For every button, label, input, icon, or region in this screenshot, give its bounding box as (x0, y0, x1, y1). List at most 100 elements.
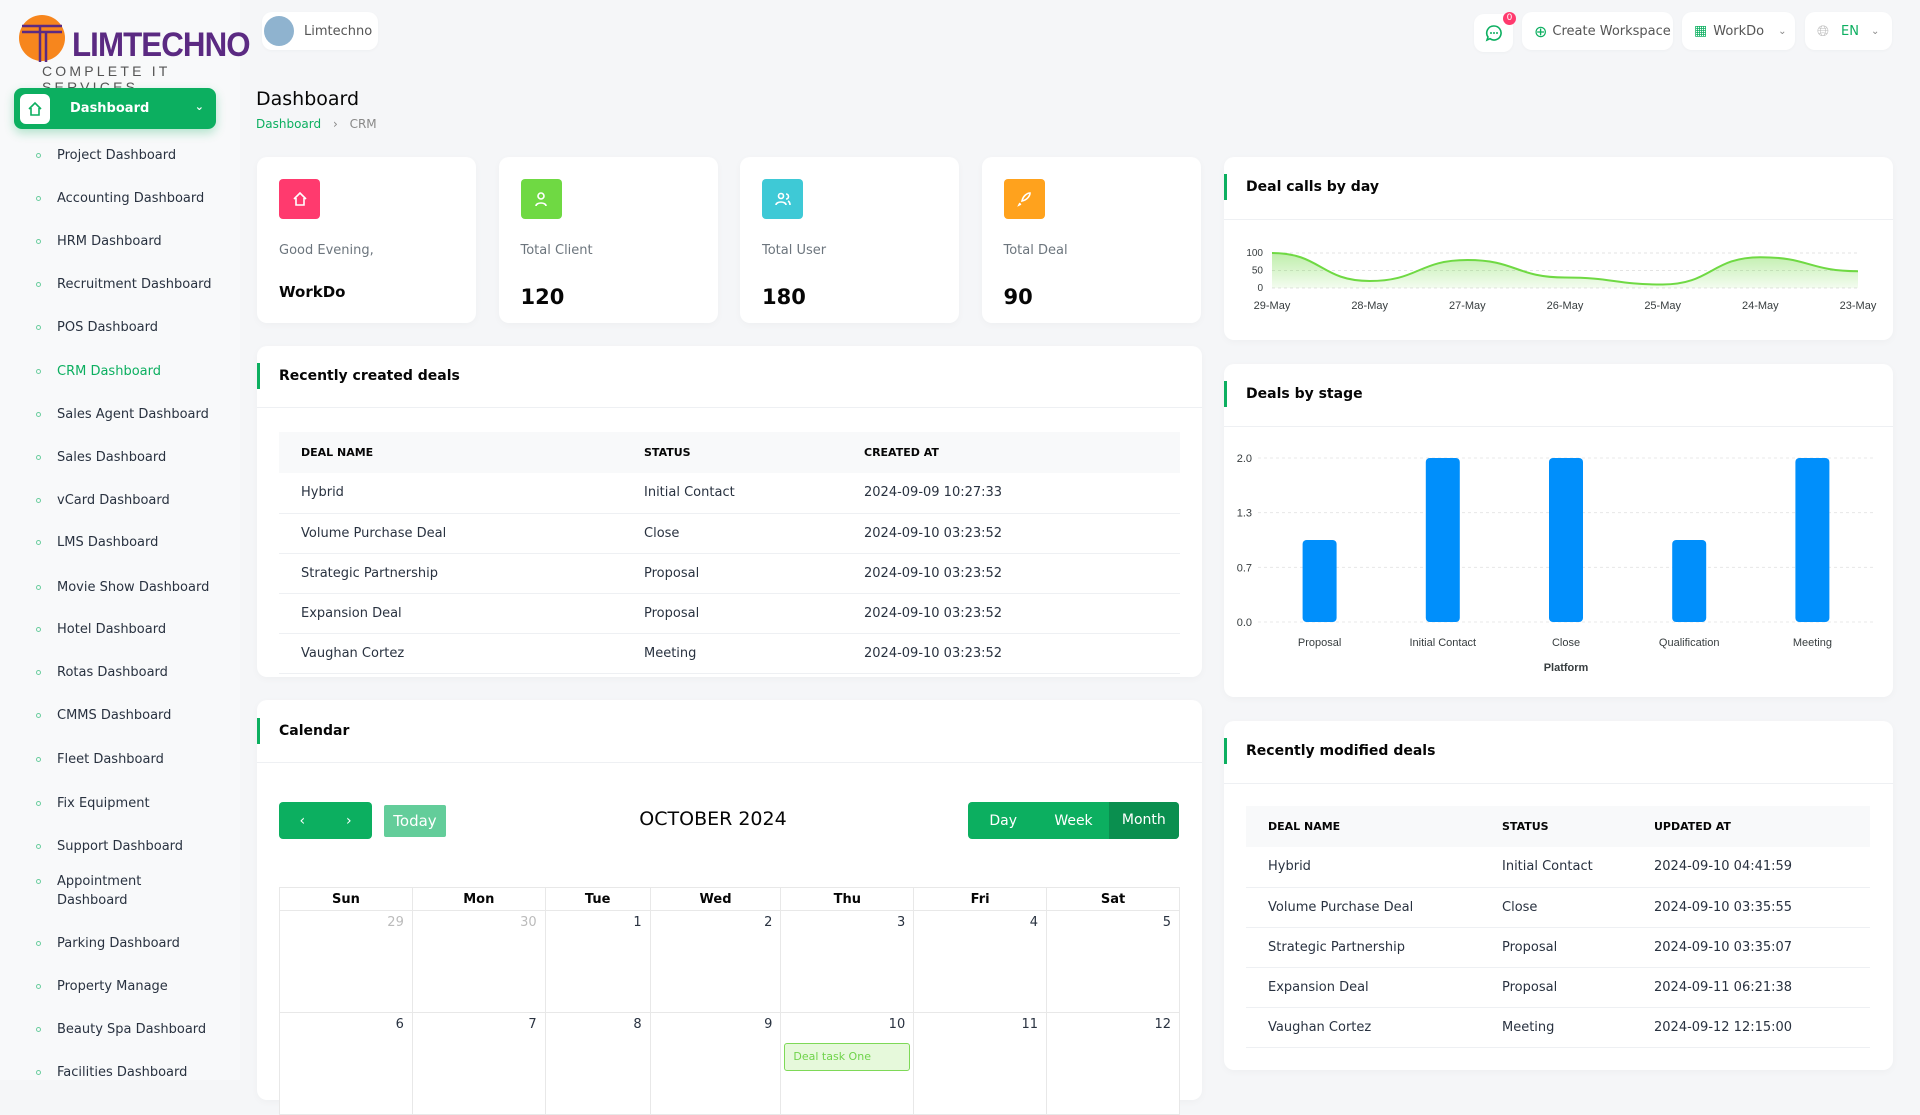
y-tick-label: 50 (1252, 266, 1264, 277)
calendar-day[interactable]: 29 (279, 910, 413, 1013)
bullet-icon (36, 879, 41, 884)
table-cell: 2024-09-10 03:23:52 (842, 593, 1180, 634)
bar[interactable] (1302, 540, 1337, 622)
bar[interactable] (1795, 458, 1830, 622)
table-row[interactable]: Hybrid Initial Contact 2024-09-10 04:41:59 (1246, 847, 1870, 888)
sidebar-item[interactable]: HRM Dashboard (36, 232, 226, 251)
sidebar-item[interactable]: CMMS Dashboard (36, 706, 226, 725)
workspace-pill[interactable]: Limtechno (262, 12, 378, 50)
view-day-button[interactable]: Day (989, 812, 1017, 829)
calendar-day[interactable]: 11 (913, 1012, 1048, 1115)
bullet-icon (36, 984, 41, 989)
sidebar-item[interactable]: CRM Dashboard (36, 362, 226, 381)
title-accent (1224, 174, 1227, 200)
calendar-day[interactable]: 4 (913, 910, 1048, 1013)
table-row[interactable]: Strategic Partnership Proposal 2024-09-10 … (279, 553, 1180, 594)
table-row[interactable]: Volume Purchase Deal Close 2024-09-10 03:2… (279, 513, 1180, 554)
calendar-day[interactable]: 1 (544, 910, 651, 1013)
table-cell: Proposal (622, 593, 842, 634)
sidebar-item[interactable]: Facilities Dashboard (36, 1063, 226, 1082)
sidebar-item[interactable]: Accounting Dashboard (36, 189, 226, 208)
calendar-day[interactable]: 12 (1046, 1012, 1180, 1115)
stat-value: WorkDo (279, 283, 346, 301)
bar[interactable] (1549, 458, 1583, 622)
day-number: 30 (520, 915, 537, 930)
table-row[interactable]: Expansion Deal Proposal 2024-09-11 06:21:3… (1246, 967, 1870, 1008)
create-workspace-button[interactable]: ⊕ Create Workspace (1522, 12, 1673, 50)
table-row[interactable]: Hybrid Initial Contact 2024-09-09 10:27:33 (279, 473, 1180, 514)
table-row[interactable]: Vaughan Cortez Meeting 2024-09-12 12:15:00 (1246, 1007, 1870, 1048)
sidebar-item-label: Sales Agent Dashboard (57, 407, 209, 422)
calendar-day[interactable]: 6 (279, 1012, 413, 1115)
calendar-day[interactable]: 8 (544, 1012, 651, 1115)
sidebar-item[interactable]: Property Manage (36, 977, 226, 996)
calendar-day[interactable]: 5 (1046, 910, 1180, 1013)
sidebar-item[interactable]: Movie Show Dashboard (36, 578, 226, 597)
table-row[interactable]: Vaughan Cortez Meeting 2024-09-10 03:23:52 (279, 633, 1180, 674)
breadcrumb-dashboard[interactable]: Dashboard (256, 117, 322, 131)
deals-by-stage-chart: 0.0 0.7 1.3 2.0 Proposal Initial Contact Close… (1237, 453, 1874, 674)
calendar-day[interactable]: 9 (649, 1012, 782, 1115)
table-cell: Vaughan Cortez (279, 633, 622, 674)
stat-card: Total Client 120 (498, 157, 718, 323)
sidebar-item[interactable]: Beauty Spa Dashboard (36, 1020, 226, 1039)
table-row[interactable]: Expansion Deal Proposal 2024-09-10 03:23:5… (279, 593, 1180, 634)
sidebar-item-label: HRM Dashboard (57, 234, 162, 249)
sidebar-item[interactable]: Fix Equipment (36, 794, 226, 813)
day-number: 10 (888, 1017, 906, 1032)
calendar-day[interactable]: 3 (780, 910, 915, 1013)
today-button[interactable]: Today (384, 805, 446, 837)
table-row[interactable]: Strategic Partnership Proposal 2024-09-10 … (1246, 927, 1870, 968)
bullet-icon (36, 455, 41, 460)
sidebar-item[interactable]: Support Dashboard (36, 837, 226, 856)
calendar-event[interactable]: Deal task One (784, 1043, 911, 1071)
next-month-button[interactable]: › (345, 812, 352, 829)
table-row[interactable]: Volume Purchase Deal Close 2024-09-10 03:3… (1246, 887, 1870, 928)
sidebar-item[interactable]: POS Dashboard (36, 318, 226, 337)
view-month-button[interactable]: Month (1108, 802, 1179, 839)
x-tick-label: Qualification (1659, 637, 1720, 649)
sidebar-item[interactable]: Parking Dashboard (36, 934, 226, 953)
column-header: DEAL NAME (279, 432, 622, 473)
sidebar-item[interactable]: Rotas Dashboard (36, 663, 226, 682)
stat-value: 90 (1003, 285, 1033, 309)
sidebar-item[interactable]: Recruitment Dashboard (36, 275, 226, 294)
language-menu[interactable]: 🌐︎ EN ⌄ (1805, 12, 1892, 50)
view-week-button[interactable]: Week (1054, 812, 1093, 829)
sidebar-item[interactable]: Hotel Dashboard (36, 620, 226, 639)
card-title: Recently modified deals (1246, 743, 1436, 759)
stat-label: Total User (762, 243, 827, 258)
calendar-day[interactable]: 2 (649, 910, 782, 1013)
calendar-day[interactable]: 7 (411, 1012, 546, 1115)
calendar-day[interactable]: 30 (411, 910, 546, 1013)
calendar-nav: ‹ › (279, 802, 372, 839)
sidebar-item[interactable]: vCard Dashboard (36, 491, 226, 510)
stat-label: Total Client (520, 243, 593, 258)
calendar-day[interactable]: 10 Deal task One (780, 1012, 915, 1115)
logo[interactable]: LIMTECHNO COMPLETE IT SERVICES (18, 12, 251, 95)
title-accent (1224, 381, 1227, 407)
table-cell: Hybrid (1246, 847, 1480, 888)
sidebar-item[interactable]: Sales Agent Dashboard (36, 405, 226, 424)
divider (1224, 426, 1893, 427)
sidebar: LIMTECHNO COMPLETE IT SERVICES Dashboard… (0, 0, 251, 1082)
sidebar-item[interactable]: Appointment Dashboard (36, 872, 226, 910)
workspace-menu[interactable]: ▦ WorkDo ⌄ (1682, 12, 1795, 50)
prev-month-button[interactable]: ‹ (299, 812, 306, 829)
sidebar-item[interactable]: Fleet Dashboard (36, 750, 226, 769)
bar[interactable] (1672, 540, 1707, 622)
sidebar-dashboard-toggle[interactable]: Dashboard ⌄ (14, 88, 216, 129)
sidebar-item[interactable]: Project Dashboard (36, 146, 226, 165)
bullet-icon (36, 282, 41, 287)
bullet-icon (36, 325, 41, 330)
sidebar-item-label: Property Manage (57, 979, 168, 994)
messages-button[interactable]: 0 (1474, 12, 1516, 52)
sidebar-item[interactable]: Sales Dashboard (36, 448, 226, 467)
day-number: 1 (633, 915, 642, 930)
bullet-icon (36, 757, 41, 762)
chevron-down-icon: ⌄ (1778, 25, 1787, 37)
sidebar-item[interactable]: LMS Dashboard (36, 533, 226, 552)
deal-calls-card: Deal calls by day 0 50 100 29-May 28-May 27-M… (1224, 157, 1893, 340)
table-cell: 2024-09-10 04:41:59 (1632, 847, 1870, 888)
bar[interactable] (1425, 458, 1460, 622)
